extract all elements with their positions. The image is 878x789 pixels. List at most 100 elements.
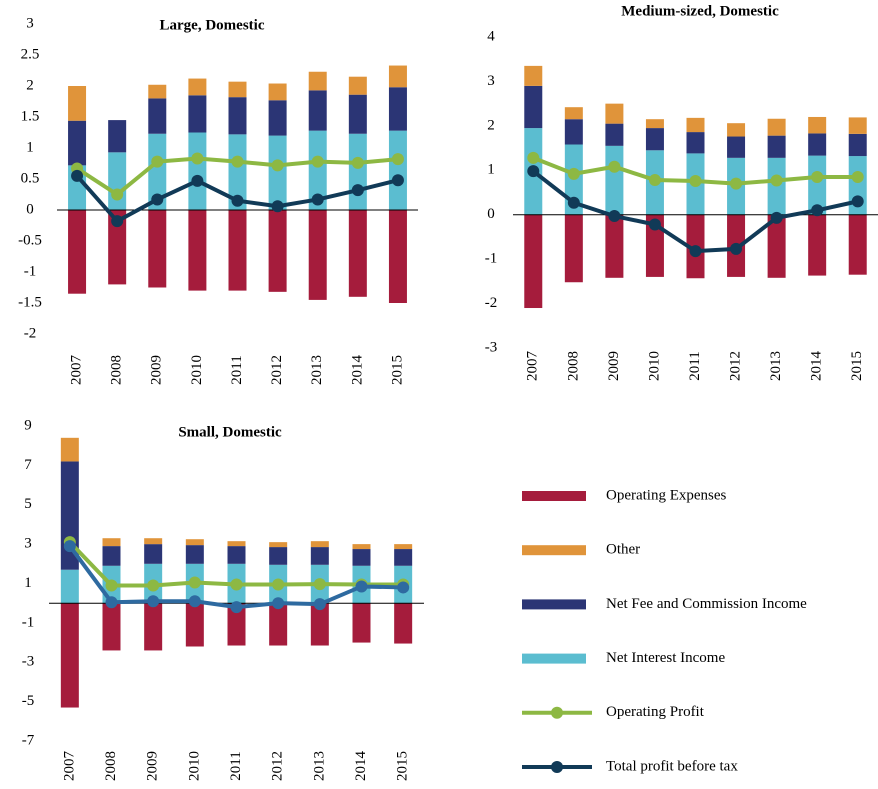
line-marker	[355, 580, 368, 593]
line-marker	[111, 188, 124, 201]
bar	[388, 210, 407, 303]
bar	[68, 210, 87, 294]
y-tick-label: -2	[485, 295, 498, 311]
line-marker	[63, 540, 76, 553]
line-marker	[71, 169, 84, 182]
bar	[60, 569, 79, 604]
line-marker	[689, 174, 702, 187]
bar	[228, 210, 247, 291]
bar	[185, 539, 204, 546]
line-marker	[105, 579, 118, 592]
x-tick-label: 2013	[311, 751, 327, 781]
bar	[564, 119, 583, 145]
line-marker	[730, 177, 743, 190]
bar	[310, 541, 329, 548]
bar	[564, 107, 583, 120]
bar	[144, 538, 163, 545]
line-marker	[191, 174, 204, 187]
bar	[524, 65, 543, 86]
bar	[388, 65, 407, 88]
x-tick-label: 2010	[189, 355, 205, 385]
bar	[767, 118, 786, 136]
x-tick-label: 2011	[229, 355, 245, 384]
bar	[268, 210, 287, 292]
line-marker	[770, 211, 783, 224]
y-tick-label: 1	[487, 162, 495, 178]
y-tick-label: 4	[487, 28, 495, 44]
bar	[227, 546, 246, 564]
x-tick-label: 2007	[525, 351, 541, 382]
y-tick-label: 0	[26, 201, 34, 217]
bar	[348, 76, 367, 95]
line-marker	[648, 174, 661, 187]
chart-title: Large, Domestic	[160, 17, 265, 33]
line-marker	[105, 596, 118, 609]
line-marker	[608, 210, 621, 223]
bar	[848, 133, 867, 157]
bar	[144, 544, 163, 564]
bar	[388, 87, 407, 131]
x-tick-label: 2012	[270, 751, 286, 781]
bar	[68, 86, 87, 121]
bar	[808, 214, 827, 276]
x-tick-label: 2012	[727, 351, 743, 381]
bar	[269, 603, 288, 646]
legend-marker	[551, 706, 563, 719]
legend-swatch	[522, 491, 586, 501]
bar	[767, 214, 786, 278]
bar	[102, 603, 121, 651]
line-marker	[351, 156, 364, 169]
x-tick-label: 2007	[68, 355, 84, 386]
line-marker	[151, 193, 164, 206]
line-marker	[271, 200, 284, 213]
x-tick-label: 2015	[389, 355, 405, 385]
legend-swatch	[522, 599, 586, 610]
legend-marker	[551, 761, 563, 773]
y-tick-label: -1	[24, 263, 37, 279]
bar	[348, 94, 367, 134]
bar	[269, 547, 288, 565]
bar	[60, 437, 79, 462]
bar	[188, 95, 207, 133]
bar	[144, 603, 163, 651]
bar	[228, 134, 247, 210]
line-marker	[188, 595, 201, 608]
x-tick-label: 2012	[269, 355, 285, 385]
bar	[268, 83, 287, 101]
bar	[60, 603, 79, 708]
line-marker	[527, 151, 540, 164]
bar	[308, 130, 327, 210]
y-tick-label: 5	[24, 496, 32, 512]
line-marker	[567, 167, 580, 180]
x-tick-label: 2015	[849, 351, 865, 381]
x-tick-label: 2014	[349, 355, 365, 386]
line-marker	[272, 578, 285, 591]
line-marker	[272, 597, 285, 610]
line-marker	[397, 581, 410, 594]
y-tick-label: -1	[22, 614, 35, 630]
legend-label: Total profit before tax	[606, 758, 738, 774]
line-marker	[608, 160, 621, 173]
bar	[310, 547, 329, 565]
x-tick-label: 2013	[309, 355, 325, 385]
x-tick-label: 2014	[809, 351, 825, 382]
bar	[108, 210, 127, 285]
bar	[524, 214, 543, 309]
bar	[188, 78, 207, 96]
bar	[268, 100, 287, 136]
line-marker	[191, 152, 204, 165]
x-tick-label: 2007	[61, 751, 77, 782]
x-tick-label: 2008	[103, 751, 119, 781]
bar	[645, 214, 664, 277]
bar	[308, 71, 327, 91]
bar	[686, 117, 705, 133]
bar	[605, 214, 624, 278]
bar	[564, 214, 583, 283]
bar	[269, 542, 288, 548]
line-marker	[648, 218, 661, 231]
bar	[108, 152, 127, 210]
legend-label: Net Interest Income	[606, 650, 725, 666]
bar	[394, 544, 413, 550]
bar	[808, 116, 827, 134]
